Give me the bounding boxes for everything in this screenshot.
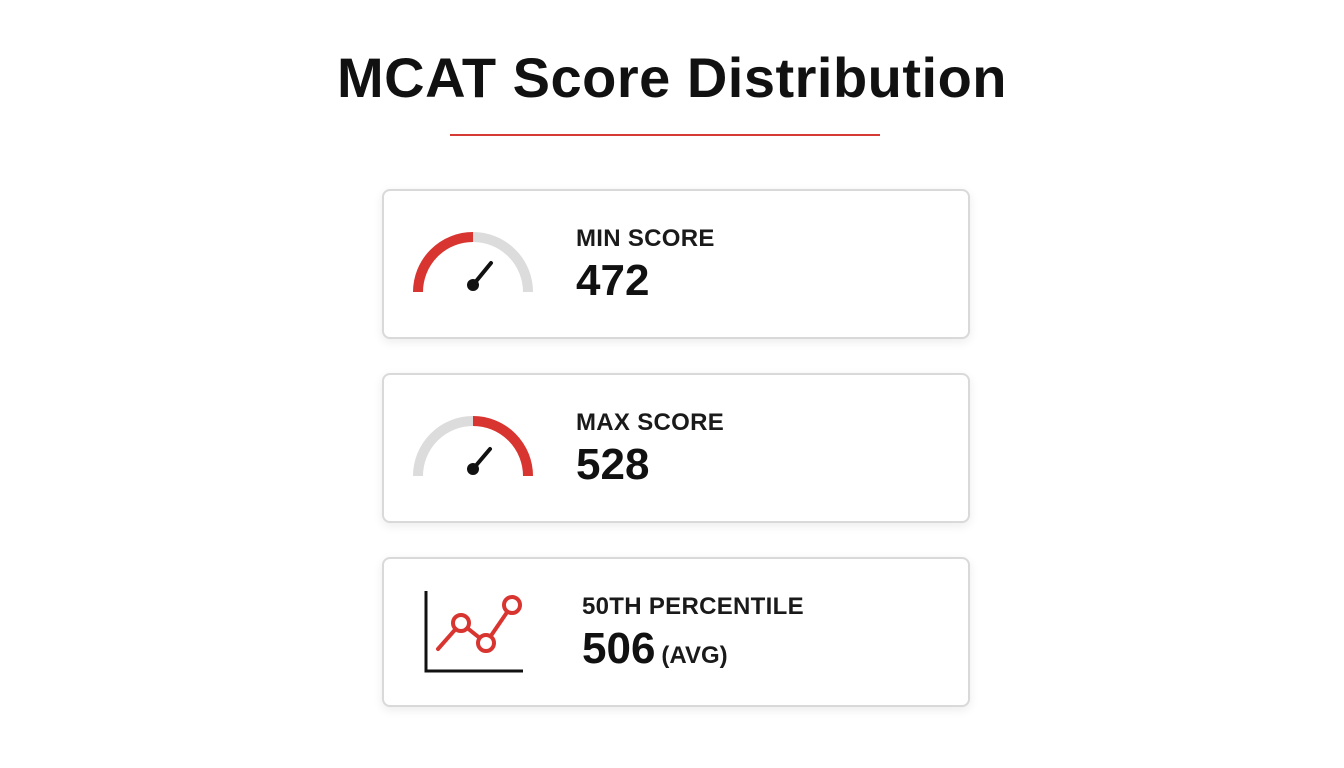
percentile-label: 50TH PERCENTILE <box>582 593 804 620</box>
page-title: MCAT Score Distribution <box>336 46 1008 109</box>
percentile-value-row: 506 (AVG) <box>582 623 804 682</box>
max-score-value: 528 <box>576 440 650 489</box>
gauge-high-icon <box>408 397 538 497</box>
percentile-text: 50TH PERCENTILE 506 (AVG) <box>582 593 804 682</box>
max-score-card: MAX SCORE 528 <box>382 373 970 523</box>
min-score-card: MIN SCORE 472 <box>382 189 970 339</box>
max-score-label: MAX SCORE <box>576 409 725 436</box>
title-underline <box>450 134 880 136</box>
line-chart-icon <box>408 581 538 681</box>
max-score-text: MAX SCORE 528 <box>576 409 724 491</box>
min-score-value: 472 <box>576 256 650 305</box>
min-score-text: MIN SCORE 472 <box>576 225 715 307</box>
gauge-low-icon <box>408 213 538 313</box>
percentile-card: 50TH PERCENTILE 506 (AVG) <box>382 557 970 707</box>
min-score-label: MIN SCORE <box>576 225 715 252</box>
percentile-suffix: (AVG) <box>661 642 728 669</box>
percentile-value: 506 <box>582 624 656 673</box>
